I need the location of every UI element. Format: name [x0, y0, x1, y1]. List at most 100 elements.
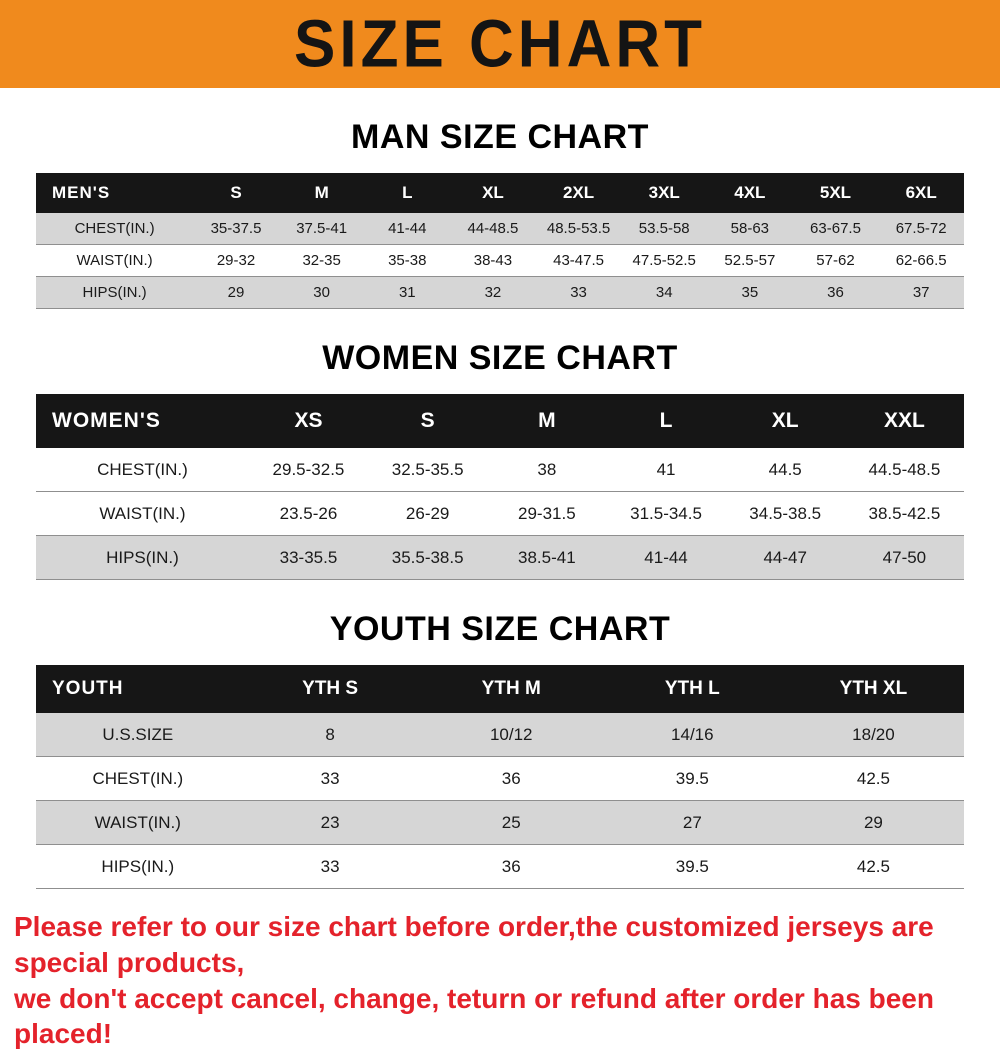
table-header-row: YOUTH YTH S YTH M YTH L YTH XL — [36, 665, 964, 713]
size-column-header: L — [659, 409, 673, 432]
row-label: CHEST(IN.) — [36, 213, 194, 245]
size-value-cell: 34 — [621, 276, 708, 309]
banner-title: SIZE CHART — [294, 6, 706, 82]
size-value-cell: 44.5 — [725, 448, 845, 492]
size-value-cell: 41 — [606, 448, 726, 492]
women-section: WOMEN SIZE CHART WOMEN'S XS S M L XL XXL CHEST(I… — [0, 339, 1000, 580]
size-value-cell: 39.5 — [601, 756, 783, 801]
size-value-cell: 8 — [239, 713, 421, 757]
size-column-header: XXL — [883, 409, 925, 432]
size-value-cell: 29.5-32.5 — [248, 448, 369, 492]
youth-heading: YOUTH SIZE CHART — [329, 610, 671, 648]
size-value-cell: 52.5-57 — [707, 244, 793, 277]
table-row: WAIST(IN.) 23 25 27 29 — [36, 800, 964, 845]
size-value-cell: 41-44 — [364, 213, 451, 245]
table-row: WAIST(IN.) 29-32 32-35 35-38 38-43 43-47.5 47.… — [36, 244, 964, 277]
table-row: CHEST(IN.) 33 36 39.5 42.5 — [36, 756, 964, 801]
table-row: U.S.SIZE 8 10/12 14/16 18/20 — [36, 713, 964, 757]
size-value-cell: 47.5-52.5 — [621, 244, 708, 277]
size-value-cell: 35-37.5 — [193, 213, 279, 245]
men-section: MAN SIZE CHART MEN'S S M L XL 2XL 3XL 4XL 5XL 6XL C… — [0, 118, 1000, 309]
size-column-header: YTH S — [302, 678, 359, 699]
size-value-cell: 29 — [193, 276, 279, 309]
table-header-label: WOMEN'S — [52, 409, 161, 432]
size-value-cell: 36 — [420, 756, 602, 801]
row-label: WAIST(IN.) — [36, 800, 240, 845]
row-label: U.S.SIZE — [36, 713, 240, 757]
size-value-cell: 67.5-72 — [878, 213, 964, 245]
table-header-label: MEN'S — [52, 183, 111, 202]
size-value-cell: 27 — [601, 800, 783, 845]
size-value-cell: 34.5-38.5 — [725, 491, 845, 536]
size-column-header: XL — [771, 409, 799, 432]
size-column-header: 6XL — [905, 183, 937, 202]
size-value-cell: 48.5-53.5 — [535, 213, 622, 245]
size-value-cell: 23 — [239, 800, 421, 845]
table-row: CHEST(IN.) 35-37.5 37.5-41 41-44 44-48.5 48.5… — [36, 213, 964, 245]
table-row: CHEST(IN.) 29.5-32.5 32.5-35.5 38 41 44.5 44.5… — [36, 448, 964, 492]
size-value-cell: 44-48.5 — [450, 213, 536, 245]
size-column-header: 5XL — [819, 183, 852, 202]
women-size-table: WOMEN'S XS S M L XL XXL CHEST(IN.) 29.5-32.5 32.5… — [36, 394, 964, 580]
size-chart-sections: MAN SIZE CHART MEN'S S M L XL 2XL 3XL 4XL 5XL 6XL C… — [0, 118, 1000, 889]
size-value-cell: 33-35.5 — [248, 535, 369, 580]
row-label: WAIST(IN.) — [36, 244, 194, 277]
footer-line-1: Please refer to our size chart before or… — [14, 911, 934, 978]
size-value-cell: 35-38 — [364, 244, 451, 277]
size-value-cell: 62-66.5 — [878, 244, 964, 277]
table-header-label: YOUTH — [52, 678, 124, 699]
size-value-cell: 33 — [239, 844, 421, 889]
size-value-cell: 36 — [792, 276, 879, 309]
table-row: HIPS(IN.) 33-35.5 35.5-38.5 38.5-41 41-44 44-… — [36, 535, 964, 580]
size-value-cell: 39.5 — [601, 844, 783, 889]
size-value-cell: 18/20 — [782, 713, 964, 757]
footer-line-2: we don't accept cancel, change, teturn o… — [14, 982, 934, 1050]
size-value-cell: 32-35 — [278, 244, 365, 277]
row-label: HIPS(IN.) — [36, 276, 194, 309]
size-value-cell: 29 — [782, 800, 964, 845]
size-value-cell: 42.5 — [782, 844, 964, 889]
size-column-header: YTH XL — [839, 678, 908, 699]
row-label: HIPS(IN.) — [36, 535, 249, 580]
size-value-cell: 31 — [364, 276, 451, 309]
size-column-header: 3XL — [648, 183, 680, 202]
size-column-header: 2XL — [562, 183, 595, 202]
size-value-cell: 32.5-35.5 — [368, 448, 488, 492]
size-column-header: YTH M — [481, 678, 541, 699]
size-value-cell: 32 — [450, 276, 536, 309]
size-value-cell: 58-63 — [707, 213, 793, 245]
size-value-cell: 44.5-48.5 — [844, 448, 964, 492]
row-label: CHEST(IN.) — [36, 756, 240, 801]
row-label: WAIST(IN.) — [36, 491, 249, 536]
size-column-header: S — [420, 409, 435, 432]
size-value-cell: 14/16 — [601, 713, 783, 757]
size-value-cell: 44-47 — [725, 535, 845, 580]
size-value-cell: 38.5-42.5 — [844, 491, 964, 536]
size-value-cell: 33 — [239, 756, 421, 801]
size-column-header: YTH L — [664, 678, 720, 699]
table-row: HIPS(IN.) 33 36 39.5 42.5 — [36, 844, 964, 889]
size-value-cell: 33 — [535, 276, 622, 309]
men-size-table: MEN'S S M L XL 2XL 3XL 4XL 5XL 6XL CHEST(IN.) 35-37… — [36, 173, 964, 309]
size-value-cell: 37.5-41 — [278, 213, 365, 245]
size-value-cell: 35.5-38.5 — [368, 535, 488, 580]
youth-size-table: YOUTH YTH S YTH M YTH L YTH XL U.S.SIZE 8 10/12… — [36, 665, 964, 889]
size-value-cell: 38 — [487, 448, 607, 492]
row-label: HIPS(IN.) — [36, 844, 240, 889]
size-value-cell: 26-29 — [368, 491, 488, 536]
size-value-cell: 29-31.5 — [487, 491, 607, 536]
size-value-cell: 42.5 — [782, 756, 964, 801]
women-heading: WOMEN SIZE CHART — [322, 339, 678, 377]
size-column-header: L — [402, 183, 413, 202]
size-value-cell: 63-67.5 — [792, 213, 879, 245]
size-value-cell: 30 — [278, 276, 365, 309]
size-value-cell: 53.5-58 — [621, 213, 708, 245]
size-column-header: S — [230, 183, 242, 202]
size-value-cell: 36 — [420, 844, 602, 889]
size-value-cell: 57-62 — [792, 244, 879, 277]
men-heading: MAN SIZE CHART — [351, 118, 649, 156]
table-header-row: WOMEN'S XS S M L XL XXL — [36, 394, 964, 448]
table-header-row: MEN'S S M L XL 2XL 3XL 4XL 5XL 6XL — [36, 173, 964, 213]
size-value-cell: 29-32 — [193, 244, 279, 277]
size-column-header: XS — [294, 409, 323, 432]
